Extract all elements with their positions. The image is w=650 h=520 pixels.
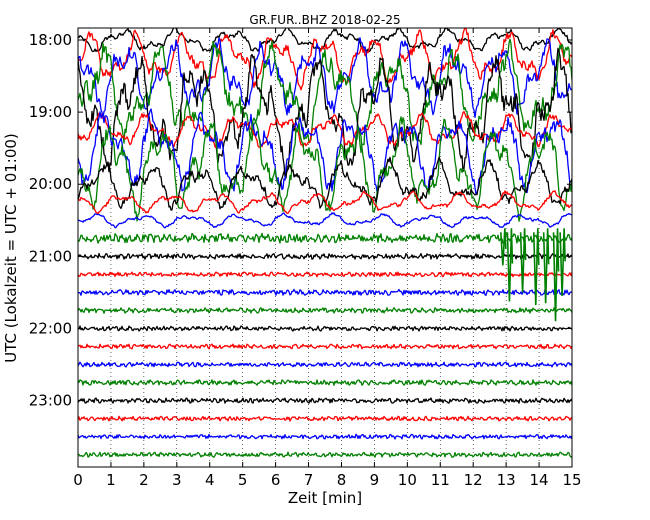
x-tick-label: 12 [464,471,483,489]
chart-title: GR.FUR..BHZ 2018-02-25 [249,13,400,27]
x-axis-label: Zeit [min] [288,489,362,507]
x-tick-label: 0 [73,471,83,489]
trace-line [78,190,572,215]
y-tick-label: 18:00 [29,31,72,49]
x-tick-label: 9 [370,471,380,489]
trace-line [78,271,572,278]
x-tick-label: 8 [337,471,347,489]
trace-line [78,325,572,332]
spike-mark [542,228,550,304]
x-axis-ticks: 0 1 2 3 4 5 6 7 8 9 10 11 12 13 14 15 [73,28,582,489]
y-tick-label: 23:00 [29,392,72,410]
x-tick-label: 2 [139,471,149,489]
trace-line [78,232,572,244]
x-tick-label: 1 [106,471,116,489]
x-tick-label: 15 [562,471,581,489]
trace-line [78,156,572,211]
y-tick-label: 22:00 [29,319,72,337]
x-tick-label: 13 [497,471,516,489]
x-tick-label: 7 [304,471,314,489]
x-tick-label: 14 [530,471,549,489]
x-tick-label: 3 [172,471,182,489]
y-axis-label: UTC (Lokalzeit = UTC + 01:00) [2,133,20,363]
y-tick-label: 20:00 [29,175,72,193]
spike-mark [559,228,566,297]
trace-line [78,451,572,458]
trace-line [78,307,572,314]
trace-line [78,379,572,386]
x-tick-label: 6 [271,471,281,489]
y-axis-ticks: 18:00 19:00 20:00 21:00 22:00 23:00 [29,31,572,410]
y-tick-label: 19:00 [29,103,72,121]
trace-line [78,397,572,404]
trace-group [78,28,572,458]
spike-mark [500,228,507,266]
trace-line [78,37,572,119]
x-tick-label: 10 [398,471,417,489]
spike-mark [532,228,540,306]
trace-line [78,212,572,229]
trace-line [78,288,572,296]
trace-line [78,361,572,368]
x-tick-label: 4 [205,471,215,489]
x-tick-label: 11 [431,471,450,489]
trace-line [78,38,572,154]
spike-mark [552,228,560,322]
trace-line [78,252,572,260]
trace-line [78,343,572,350]
plot-frame [77,27,573,468]
trace-line [78,28,572,53]
trace-line [78,47,572,179]
spike-mark [519,228,527,293]
trace-line [78,433,572,440]
x-tick-label: 5 [238,471,248,489]
spike-mark [506,228,514,302]
y-tick-label: 21:00 [29,247,72,265]
trace-line [78,28,572,91]
trace-line [78,415,572,422]
